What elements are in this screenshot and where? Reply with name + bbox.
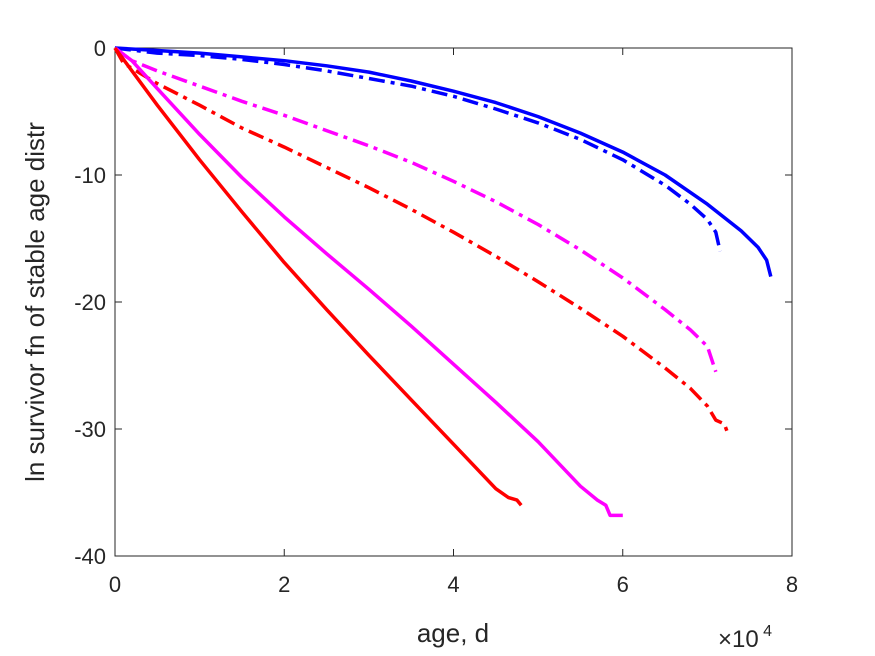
x-tick-label: 6 xyxy=(617,572,629,597)
x-axis-label: age, d xyxy=(417,618,489,648)
x-tick-label: 8 xyxy=(786,572,798,597)
x-axis-exponent: ×10 4 xyxy=(718,623,772,653)
y-tick-label: -20 xyxy=(74,290,106,315)
series-group xyxy=(113,46,773,518)
y-tick-label: -10 xyxy=(74,163,106,188)
x-tick-label: 2 xyxy=(278,572,290,597)
series-line-2 xyxy=(114,46,722,252)
series-line-5 xyxy=(113,46,623,518)
series-line-3 xyxy=(113,46,718,373)
series-line-6 xyxy=(113,46,523,507)
x-axis-exponent-base: ×10 xyxy=(718,626,759,653)
y-tick-label: -40 xyxy=(74,544,106,569)
series-line-1 xyxy=(114,46,773,278)
x-tick-label: 4 xyxy=(447,572,459,597)
y-tick-label: -30 xyxy=(74,417,106,442)
y-axis-ticks: 0 -10 -20 -30 -40 xyxy=(74,36,792,569)
y-axis-label: ln survivor fn of stable age distr xyxy=(20,122,50,482)
x-axis-exponent-power: 4 xyxy=(763,623,772,640)
plot-area xyxy=(114,47,793,557)
x-axis-ticks: 0 2 4 6 8 xyxy=(109,48,798,597)
x-tick-label: 0 xyxy=(109,572,121,597)
y-tick-label: 0 xyxy=(94,36,106,61)
